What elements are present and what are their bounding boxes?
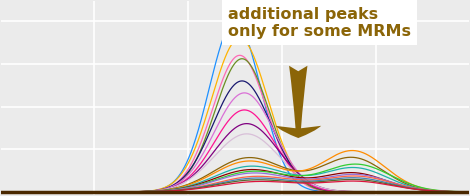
Text: additional peaks
only for some MRMs: additional peaks only for some MRMs xyxy=(228,6,411,39)
